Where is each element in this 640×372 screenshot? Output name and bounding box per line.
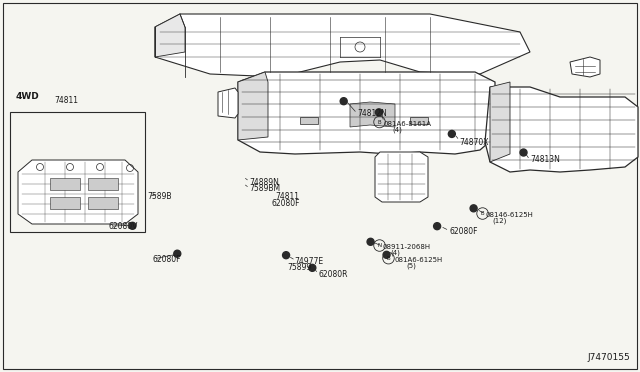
Text: 08911-2068H: 08911-2068H [382, 244, 430, 250]
Text: 74812N: 74812N [357, 109, 387, 118]
Polygon shape [88, 178, 118, 190]
Polygon shape [300, 117, 318, 124]
Circle shape [376, 109, 382, 116]
Circle shape [470, 205, 477, 212]
Circle shape [449, 131, 455, 137]
Text: 7589B: 7589B [147, 192, 172, 201]
Circle shape [283, 252, 289, 259]
Text: B: B [481, 211, 484, 216]
Text: 081A6-8161A: 081A6-8161A [384, 121, 432, 126]
Text: (4): (4) [392, 126, 402, 133]
Text: (5): (5) [406, 262, 416, 269]
Polygon shape [350, 102, 395, 127]
Text: 62080V: 62080V [109, 222, 138, 231]
Text: 74977E: 74977E [294, 257, 324, 266]
Polygon shape [155, 14, 530, 77]
Polygon shape [375, 152, 428, 202]
Polygon shape [155, 14, 185, 57]
Polygon shape [410, 117, 428, 124]
Text: 62080F: 62080F [271, 199, 300, 208]
Circle shape [383, 251, 390, 258]
Polygon shape [238, 72, 268, 140]
Text: 74889N: 74889N [250, 178, 280, 187]
Circle shape [174, 250, 180, 257]
Polygon shape [570, 57, 600, 77]
Text: N: N [378, 243, 381, 248]
Circle shape [309, 264, 316, 271]
Text: B: B [378, 119, 381, 125]
Polygon shape [50, 178, 80, 190]
Text: 08146-6125H: 08146-6125H [485, 212, 533, 218]
Text: 74811: 74811 [54, 96, 79, 105]
Polygon shape [490, 82, 510, 162]
Text: 62080R: 62080R [319, 270, 348, 279]
Polygon shape [88, 197, 118, 209]
Text: 74870X: 74870X [460, 138, 489, 147]
Text: 4WD: 4WD [16, 92, 40, 101]
Circle shape [129, 222, 136, 229]
Text: 62080F: 62080F [449, 227, 478, 236]
Text: 74813N: 74813N [530, 155, 560, 164]
Bar [10, 112, 145, 232]
Text: 74811: 74811 [275, 192, 299, 201]
Polygon shape [485, 87, 638, 172]
Text: 081A6-6125H: 081A6-6125H [394, 257, 442, 263]
Polygon shape [50, 197, 80, 209]
Text: (12): (12) [493, 218, 507, 224]
Circle shape [367, 238, 374, 245]
Polygon shape [18, 160, 138, 224]
Polygon shape [238, 72, 495, 154]
Circle shape [520, 149, 527, 156]
Circle shape [340, 98, 347, 105]
Text: 75899: 75899 [287, 263, 312, 272]
Polygon shape [218, 88, 238, 118]
Text: 7589BM: 7589BM [250, 185, 281, 193]
Text: B: B [387, 256, 390, 261]
Text: 62080F: 62080F [152, 255, 181, 264]
Circle shape [434, 223, 440, 230]
Text: (4): (4) [390, 250, 400, 256]
Text: J7470155: J7470155 [588, 353, 630, 362]
